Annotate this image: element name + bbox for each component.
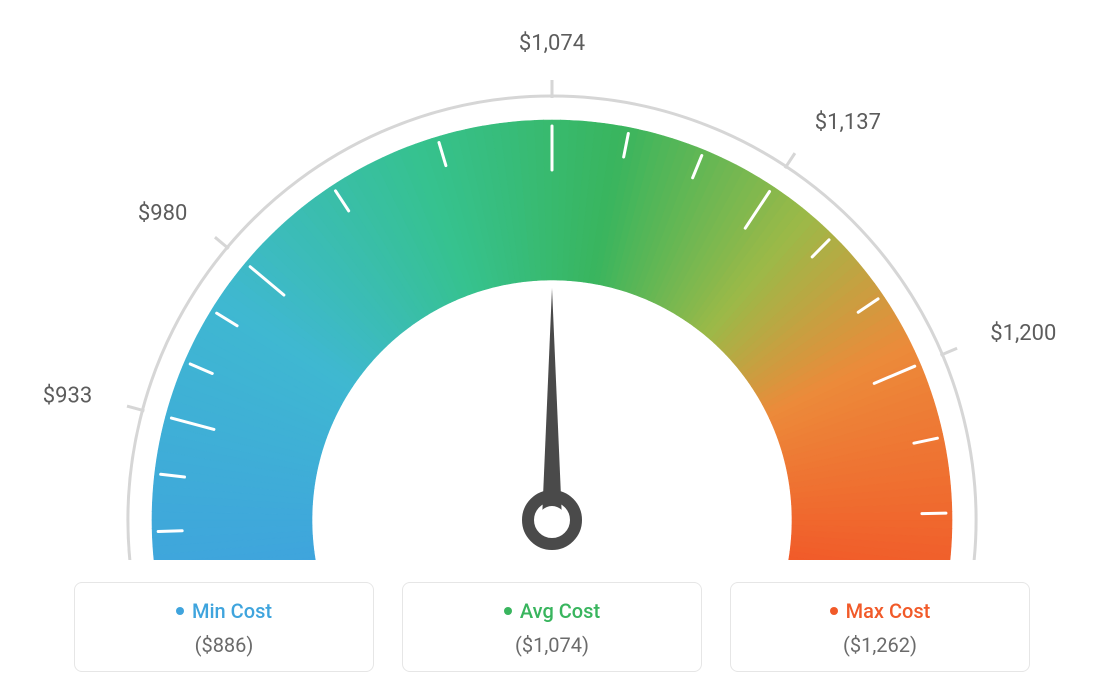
gauge-tick-label: $1,200 <box>990 321 1056 346</box>
gauge-tick-label: $933 <box>43 384 92 409</box>
legend-title-label: Avg Cost <box>520 599 600 623</box>
gauge-tick-label: $980 <box>138 201 187 226</box>
legend-title-label: Min Cost <box>192 599 272 623</box>
legend-title-max: Max Cost <box>830 599 931 623</box>
legend-card-max: Max Cost ($1,262) <box>730 582 1030 672</box>
legend-value-min: ($886) <box>85 633 363 657</box>
legend-value-max: ($1,262) <box>741 633 1019 657</box>
legend-row: Min Cost ($886) Avg Cost ($1,074) Max Co… <box>0 582 1104 672</box>
gauge-tick-label: $1,137 <box>815 110 881 135</box>
gauge-area: $886$933$980$1,074$1,137$1,200$1,262 <box>0 0 1104 560</box>
legend-dot-avg <box>504 607 512 615</box>
chart-container: $886$933$980$1,074$1,137$1,200$1,262 Min… <box>0 0 1104 690</box>
legend-dot-max <box>830 607 838 615</box>
legend-value-avg: ($1,074) <box>413 633 691 657</box>
gauge-tick-label: $1,074 <box>519 31 585 56</box>
legend-title-avg: Avg Cost <box>504 599 600 623</box>
legend-dot-min <box>176 607 184 615</box>
gauge-svg: $886$933$980$1,074$1,137$1,200$1,262 <box>0 0 1104 560</box>
legend-card-avg: Avg Cost ($1,074) <box>402 582 702 672</box>
legend-title-label: Max Cost <box>846 599 931 623</box>
legend-title-min: Min Cost <box>176 599 272 623</box>
gauge-needle <box>542 288 562 520</box>
legend-card-min: Min Cost ($886) <box>74 582 374 672</box>
